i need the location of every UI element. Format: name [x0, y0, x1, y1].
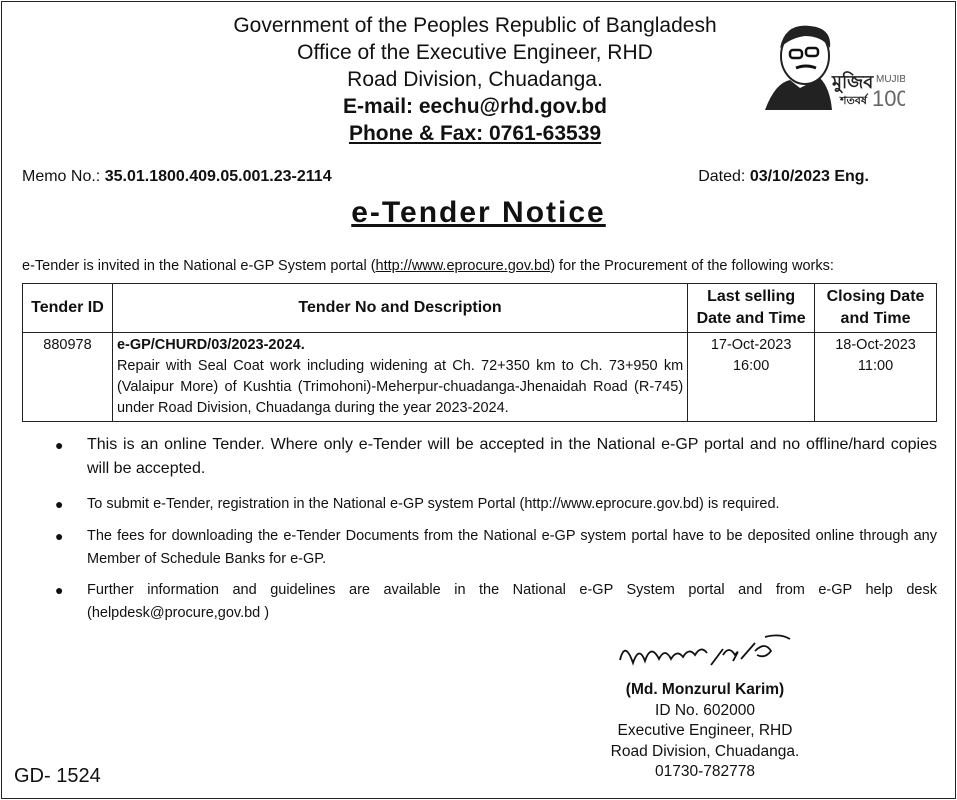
signatory-designation: Executive Engineer, RHD — [617, 722, 793, 739]
email: E-mail: eechu@rhd.gov.bd — [343, 95, 607, 118]
office-name: Office of the Executive Engineer, RHD — [297, 41, 653, 64]
bullet-item: ● Further information and guidelines are … — [55, 582, 937, 621]
govt-name: Government of the Peoples Republic of Ba… — [233, 14, 717, 37]
signatory-office: Road Division, Chuadanga. — [610, 742, 800, 760]
svg-text:MUJIB: MUJIB — [876, 74, 905, 85]
signatory-phone: 01730-782778 — [655, 763, 755, 780]
mujib-100-logo: মুজিব শতবর্ষ MUJIB 100 — [765, 25, 905, 111]
svg-text:100: 100 — [872, 86, 905, 111]
svg-text:শতবর্ষ: শতবর্ষ — [839, 93, 869, 107]
division-name: Road Division, Chuadanga. — [347, 68, 603, 91]
letterhead: Government of the Peoples Republic of Ba… — [150, 12, 800, 147]
signatory-name: (Md. Monzurul Karim) — [625, 681, 785, 698]
gd-code: GD- 1524 — [14, 765, 101, 787]
last-selling-date: 17-Oct-2023 — [710, 337, 792, 353]
closing-time: 11:00 — [857, 358, 894, 374]
bullet-item: ● The fees for downloading the e-Tender D… — [55, 528, 937, 567]
last-selling-time: 16:00 — [732, 358, 770, 374]
handwritten-signature — [619, 634, 791, 666]
notice-title: e-Tender Notice — [351, 196, 606, 229]
eprocure-link[interactable]: http://www.eprocure.gov.bd — [375, 258, 551, 274]
tender-description: Repair with Seal Coat work including wid… — [116, 358, 684, 416]
signatory-id: ID No. 602000 — [655, 701, 755, 719]
svg-text:মুজিব: মুজিব — [831, 71, 874, 93]
table-header-row: Tender ID Tender No and Description Last… — [22, 283, 937, 333]
bullet-item: ● To submit e-Tender, registration in the… — [55, 496, 780, 512]
table-row: 880978 e-GP/CHURD/03/2023-2024. Repair w… — [22, 332, 937, 422]
bullet-item: ● This is an online Tender. Where only e-… — [55, 436, 937, 477]
signature-block: (Md. Monzurul Karim) ID No. 602000 Execu… — [560, 680, 850, 783]
col-tender-id: Tender ID — [22, 283, 113, 333]
closing-cell: 18-Oct-2023 11:00 — [814, 332, 937, 422]
col-closing: Closing Date and Time — [814, 283, 937, 333]
col-description: Tender No and Description — [111, 283, 689, 333]
memo-number: Memo No.: 35.01.1800.409.05.001.23-2114 — [22, 168, 332, 185]
dated: Dated: 03/10/2023 Eng. — [698, 168, 869, 185]
phone-fax: Phone & Fax: 0761-63539 — [348, 122, 602, 145]
tender-table: Tender ID Tender No and Description Last… — [22, 283, 937, 422]
col-last-selling: Last selling Date and Time — [687, 283, 816, 333]
closing-date: 18-Oct-2023 — [835, 337, 916, 353]
tender-description-cell: e-GP/CHURD/03/2023-2024. Repair with Sea… — [111, 332, 689, 422]
last-selling-cell: 17-Oct-2023 16:00 — [687, 332, 816, 422]
intro-text: e-Tender is invited in the National e-GP… — [22, 258, 834, 274]
tender-no: e-GP/CHURD/03/2023-2024. — [116, 337, 305, 353]
tender-id: 880978 — [22, 332, 113, 422]
